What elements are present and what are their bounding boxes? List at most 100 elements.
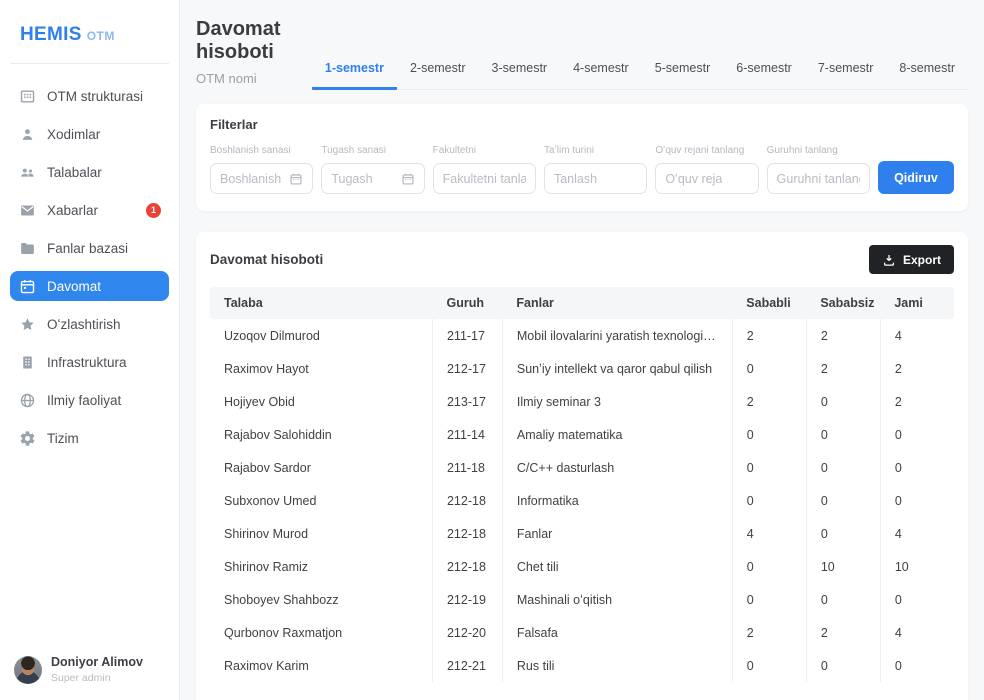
attendance-table: Talaba Guruh Fanlar Sababli Sababsiz Jam… [210,287,954,682]
faculty-select[interactable] [442,171,526,186]
page-subtitle: OTM nomi [196,71,257,86]
cell-excused: 0 [731,484,807,517]
table-row: Rajabov Sardor 211-18 C/C++ dasturlash 0… [210,451,954,484]
tab-8-semestr[interactable]: 8-semestr [899,61,955,75]
cell-group: 212-18 [431,484,503,517]
cell-excused: 4 [731,517,807,550]
sidebar-item-davomat[interactable]: Davomat [10,271,169,301]
export-button[interactable]: Export [868,245,954,274]
filters-title: Filterlar [210,117,258,132]
page-title: Davomat hisoboti [196,18,281,63]
cell-total: 0 [879,484,954,517]
page-header: Davomat hisoboti OTM nomi 1-semestr 2-se… [196,0,968,90]
table-row: Raximov Karim 212-21 Rus tili 0 0 0 [210,649,954,682]
sidebar-item-fanlar-bazasi[interactable]: Fanlar bazasi [10,233,169,263]
sidebar-item-ozlashtirish[interactable]: Oʻzlashtirish [10,309,169,339]
cell-total: 0 [879,583,954,616]
field-label: Fakultetni [432,145,477,156]
cell-subject: Mobil ilovalarini yaratish texnologiyala… [501,319,733,352]
building-icon [18,353,36,371]
report-title: Davomat hisoboti [210,252,324,267]
search-button[interactable]: Qidiruv [877,161,954,194]
table-row: Uzoqov Dilmurod 211-17 Mobil ilovalarini… [210,319,954,352]
sidebar-item-tizim[interactable]: Tizim [10,423,169,453]
calendar-icon [18,277,36,295]
tab-1-semestr[interactable]: 1-semestr [311,49,397,90]
group-select[interactable] [776,171,860,186]
cell-unexcused: 10 [805,550,881,583]
filter-field-faculty: Fakultetni [432,145,536,194]
cell-unexcused: 0 [805,451,881,484]
sidebar-item-label: Ilmiy faoliyat [47,392,122,408]
filter-field-group: Guruhni tanlang [766,145,870,194]
brand-text: HEMIS [20,24,82,45]
cell-unexcused: 2 [805,616,881,649]
column-header-jami: Jami [880,287,954,319]
tab-2-semestr[interactable]: 2-semestr [409,61,466,75]
cell-total: 4 [879,616,954,649]
sidebar-item-label: Infrastruktura [47,354,127,370]
sidebar-item-infrastruktura[interactable]: Infrastruktura [10,347,169,377]
table-row: Qurbonov Raxmatjon 212-20 Falsafa 2 2 4 [210,616,954,649]
sidebar-item-label: Fanlar bazasi [47,240,129,256]
tab-3-semestr[interactable]: 3-semestr [491,61,548,75]
cell-unexcused: 0 [805,418,881,451]
filter-field-education-type: Taʼlim turini [543,145,648,194]
cell-unexcused: 0 [805,517,881,550]
table-row: Hojiyev Obid 213-17 Ilmiy seminar 3 2 0 … [210,385,954,418]
education-type-select[interactable] [553,171,638,186]
cell-group: 212-20 [431,616,503,649]
sidebar: HEMIS OTM OTM strukturasi Xodimlar Talab… [0,0,180,700]
sidebar-item-ilmiy-faoliyat[interactable]: Ilmiy faoliyat [10,385,169,415]
main-content: Davomat hisoboti OTM nomi 1-semestr 2-se… [180,0,984,700]
current-user[interactable]: Doniyor Alimov Super admin [14,655,143,684]
cell-excused: 0 [731,451,807,484]
filter-field-end-date: Tugash sanasi [321,145,425,194]
sidebar-nav: OTM strukturasi Xodimlar Talabalar Xabar… [0,81,179,453]
cell-student: Rajabov Salohiddin [224,427,332,442]
cell-subject: Fanlar [501,517,733,550]
cell-group: 212-21 [431,649,503,682]
app-logo[interactable]: HEMIS OTM [0,0,179,46]
cell-total: 4 [879,517,954,550]
cell-student: Qurbonov Raxmatjon [224,625,343,640]
sidebar-item-otm-strukturasi[interactable]: OTM strukturasi [10,81,169,111]
cell-unexcused: 0 [805,649,881,682]
tab-4-semestr[interactable]: 4-semestr [573,61,629,75]
sidebar-item-xodimlar[interactable]: Xodimlar [10,119,169,149]
table-row: Shoboyev Shahbozz 212-19 Mashinali oʻqit… [210,583,954,616]
cell-group: 212-18 [431,550,503,583]
cell-excused: 0 [731,649,807,682]
sidebar-item-label: OTM strukturasi [47,88,144,104]
sidebar-item-xabarlar[interactable]: Xabarlar 1 [10,195,169,225]
cell-unexcused: 0 [805,583,881,616]
end-date-input[interactable] [331,171,397,186]
cell-excused: 2 [731,616,807,649]
person-icon [18,125,36,143]
start-date-input[interactable] [220,171,286,186]
cell-group: 211-18 [431,451,503,484]
sidebar-item-talabalar[interactable]: Talabalar [10,157,169,187]
cell-total: 0 [879,649,954,682]
curriculum-select[interactable] [665,171,749,186]
cell-excused: 0 [731,583,807,616]
cell-student: Subxonov Umed [224,493,317,508]
sidebar-item-label: Davomat [47,278,102,294]
cell-group: 213-17 [431,385,503,418]
tab-5-semestr[interactable]: 5-semestr [654,61,711,75]
cell-student: Raximov Hayot [224,361,309,376]
envelope-icon [18,201,36,219]
calendar-icon[interactable] [289,172,303,186]
cell-group: 212-18 [431,517,503,550]
filter-field-start-date: Boshlanish sanasi [210,145,314,194]
cell-subject: Chet tili [501,550,733,583]
cell-excused: 0 [731,418,807,451]
cell-unexcused: 2 [805,352,881,385]
tab-6-semestr[interactable]: 6-semestr [736,61,792,75]
column-header-sababsiz: Sababsiz [806,287,881,319]
table-row: Subxonov Umed 212-18 Informatika 0 0 0 [210,484,954,517]
tab-7-semestr[interactable]: 7-semestr [817,61,874,75]
cell-unexcused: 2 [805,319,881,352]
globe-icon [18,391,36,409]
calendar-icon[interactable] [401,172,415,186]
